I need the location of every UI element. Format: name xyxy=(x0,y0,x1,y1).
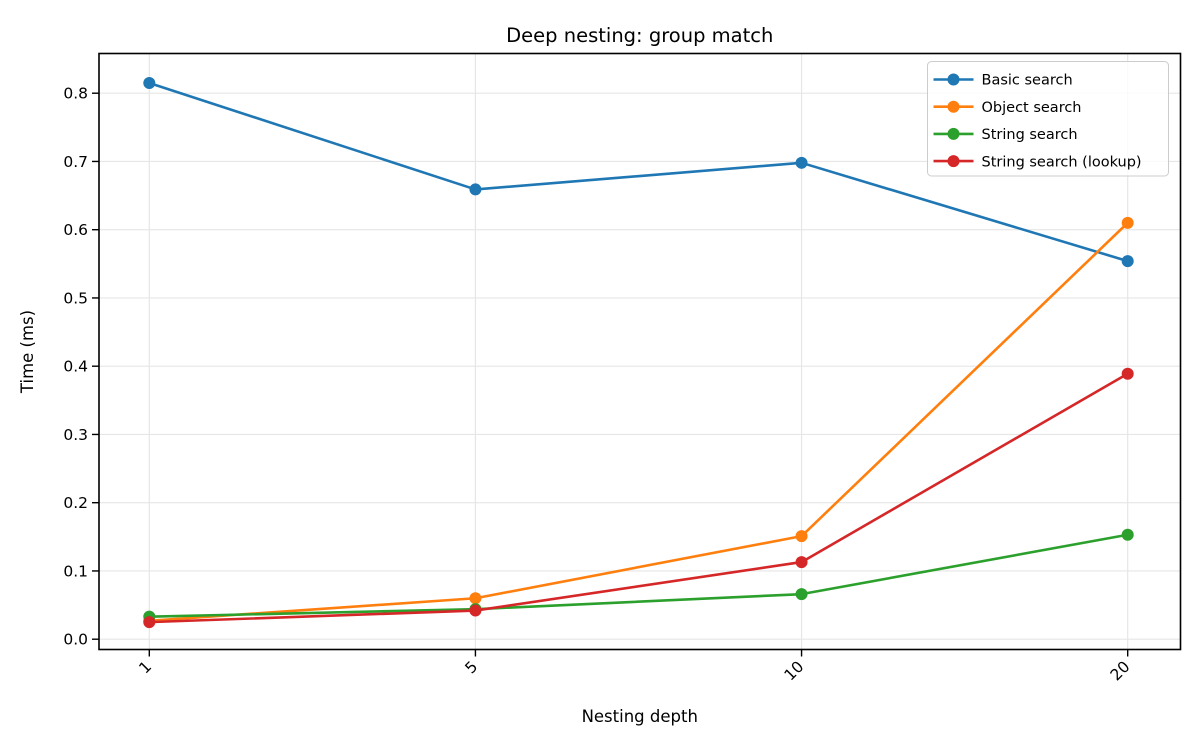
data-point xyxy=(795,556,808,569)
legend: Basic search Object search String search St… xyxy=(927,61,1169,177)
y-tick-label: 0.1 xyxy=(63,562,88,580)
legend-item: String search (lookup) xyxy=(933,154,1142,170)
series-line xyxy=(149,372,1129,624)
y-tick-label: 0.3 xyxy=(63,426,88,444)
series-basic-search xyxy=(143,76,1134,268)
ticks xyxy=(92,92,1129,657)
legend-item-label: String search xyxy=(982,127,1078,143)
data-point xyxy=(1121,528,1134,541)
data-point xyxy=(1121,367,1134,380)
data-point xyxy=(469,592,482,605)
legend-sample-marker xyxy=(947,73,960,86)
data-point xyxy=(1121,216,1134,229)
series-line xyxy=(149,221,1129,623)
y-tick-label: 0.4 xyxy=(63,358,88,376)
data-point xyxy=(795,530,808,543)
y-tick-label: 0.6 xyxy=(63,221,88,239)
legend-item-label: String search (lookup) xyxy=(982,154,1142,170)
data-point xyxy=(143,616,156,629)
series-string-search-lookup xyxy=(143,367,1134,629)
data-point xyxy=(469,183,482,196)
legend-box xyxy=(927,61,1169,177)
legend-sample-marker xyxy=(947,100,960,113)
grid xyxy=(99,53,1181,650)
data-point xyxy=(1121,255,1134,268)
y-axis-label: Time (ms) xyxy=(18,310,37,394)
data-point xyxy=(795,156,808,169)
series-line xyxy=(149,533,1128,618)
legend-item: Basic search xyxy=(933,73,1073,89)
y-tick-label: 0.2 xyxy=(63,494,88,512)
y-tick-label: 0.8 xyxy=(63,85,88,103)
y-tick-label: 0.5 xyxy=(63,289,88,307)
legend-sample-marker xyxy=(947,155,960,168)
legend-item-label: Basic search xyxy=(982,73,1073,89)
plot-border xyxy=(98,52,1182,651)
data-point xyxy=(795,588,808,601)
legend-sample-marker xyxy=(947,127,960,140)
data-point xyxy=(143,76,156,89)
chart-title: Deep nesting: group match xyxy=(506,24,773,47)
legend-item: Object search xyxy=(933,100,1082,116)
data-point xyxy=(469,604,482,617)
x-axis-label: Nesting depth xyxy=(582,707,698,726)
legend-item-label: Object search xyxy=(982,100,1082,116)
y-tick-label: 0.0 xyxy=(63,631,88,649)
legend-item: String search xyxy=(933,127,1078,143)
series-line xyxy=(148,81,1129,263)
y-tick-label: 0.7 xyxy=(63,153,88,171)
